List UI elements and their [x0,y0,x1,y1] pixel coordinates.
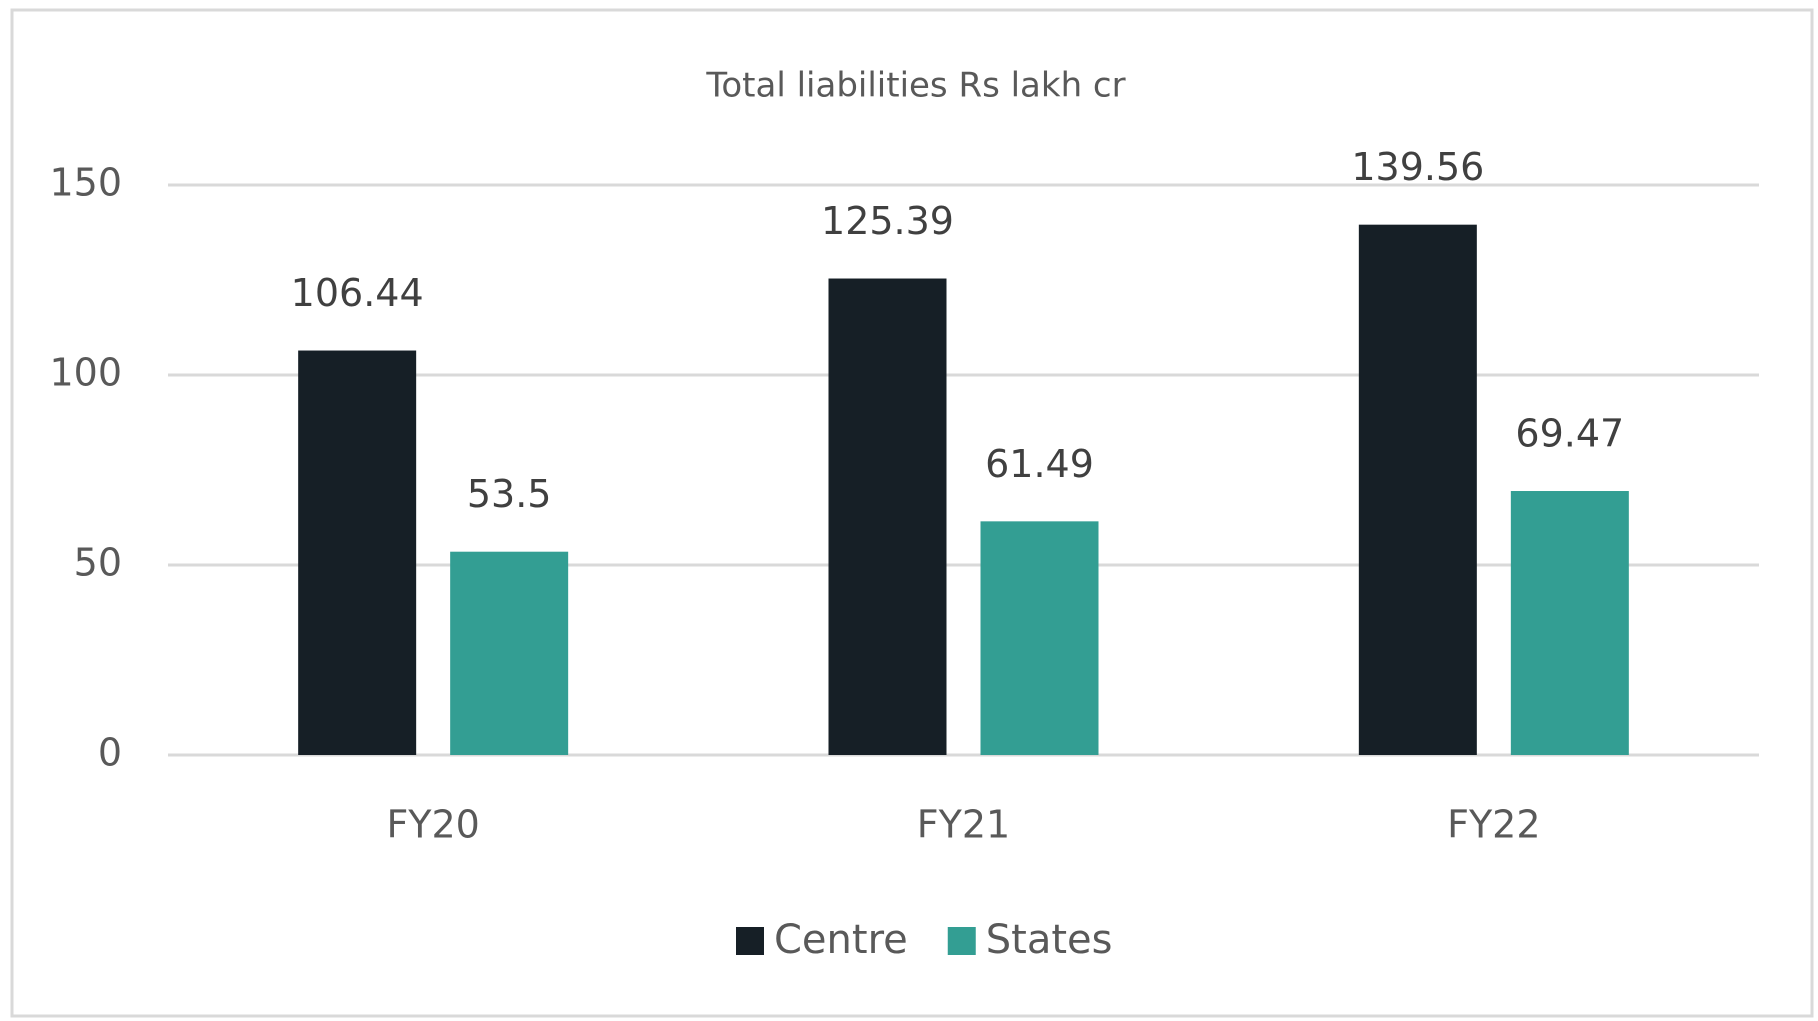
chart-frame [10,8,1814,1018]
legend-swatch [736,927,764,955]
bar [450,551,569,755]
data-label: 61.49 [985,442,1094,486]
bar [1358,224,1477,755]
bar [980,521,1099,755]
y-tick-label: 0 [98,731,122,775]
data-label: 106.44 [291,271,424,315]
x-tick-label: FY21 [917,803,1010,847]
bar [1510,491,1629,755]
x-tick-label: FY22 [1447,803,1540,847]
bar [298,350,417,755]
y-tick-label: 50 [74,541,122,585]
data-label: 53.5 [467,472,552,516]
data-label: 125.39 [821,199,954,243]
bar [828,278,947,755]
legend-label: States [986,917,1113,963]
y-tick-label: 150 [49,161,122,205]
x-tick-label: FY20 [386,803,479,847]
y-tick-label: 100 [49,351,122,395]
data-label: 139.56 [1351,145,1484,189]
legend-swatch [947,927,976,955]
legend-label: Centre [774,917,908,963]
chart-title: Total liabilities Rs lakh cr [705,66,1125,106]
data-label: 69.47 [1515,412,1624,456]
